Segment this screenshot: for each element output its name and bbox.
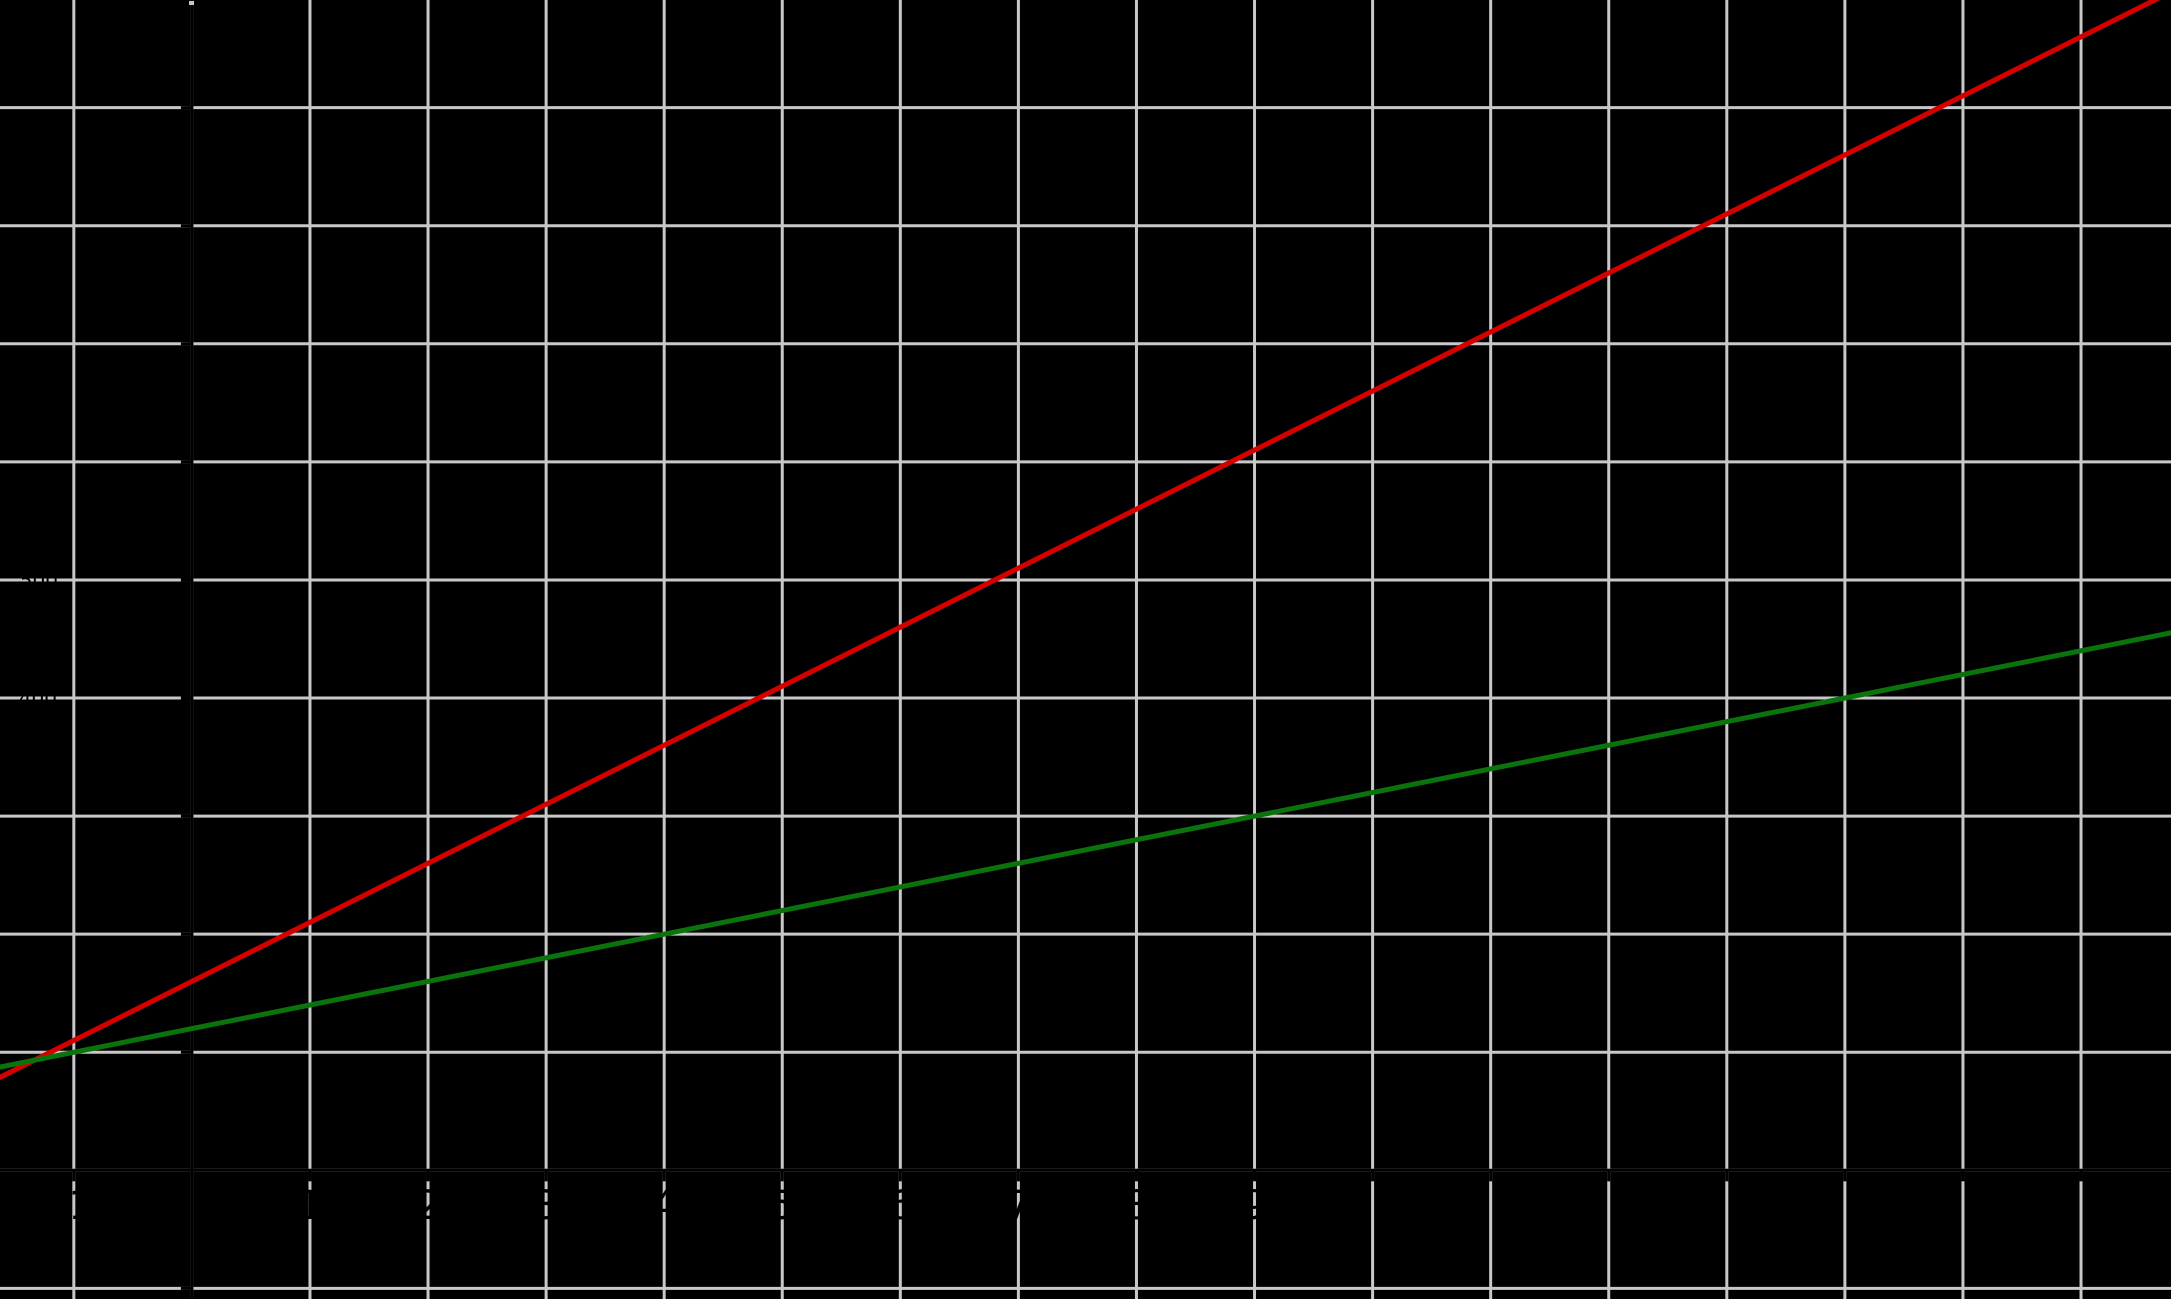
x-tick-label: 9	[1242, 1183, 1267, 1229]
x-tick-label: 6	[888, 1183, 913, 1229]
x-tick-label: 2	[415, 1183, 440, 1229]
red-line[interactable]	[0, 0, 2171, 1080]
x-tick-label: 10	[1347, 1183, 1398, 1229]
green-line[interactable]	[0, 630, 2171, 1070]
x-tick-label: 8	[1124, 1183, 1149, 1229]
y-axis-tick-labels: 500 400	[19, 569, 58, 711]
x-tick-label: 16	[2056, 1183, 2107, 1229]
function-lines	[0, 0, 2171, 1080]
x-tick-label: 15	[1937, 1183, 1988, 1229]
x-tick-label: 5	[770, 1183, 795, 1229]
y-tick-label: 500	[20, 569, 58, 593]
y-tick-label: 400	[19, 686, 57, 710]
x-tick-label: 11	[1465, 1183, 1516, 1229]
axis-ticks	[72, 106, 2083, 1290]
x-tick-label: 7	[1006, 1183, 1031, 1229]
x-tick-label: 4	[651, 1183, 676, 1229]
x-tick-label: 12	[1583, 1183, 1634, 1229]
y-axis-arrow-tip	[189, 1, 194, 5]
x-tick-label: 13	[1701, 1183, 1752, 1229]
x-tick-label: 1	[297, 1183, 322, 1229]
x-tick-label: -1	[54, 1183, 94, 1229]
x-axis-tick-labels: -1 1 2 3 4 5 6 7 8 9 10 11 12 13 14 15 16	[54, 1183, 2107, 1229]
x-tick-label: 14	[1819, 1183, 1870, 1229]
x-tick-label: 3	[533, 1183, 558, 1229]
